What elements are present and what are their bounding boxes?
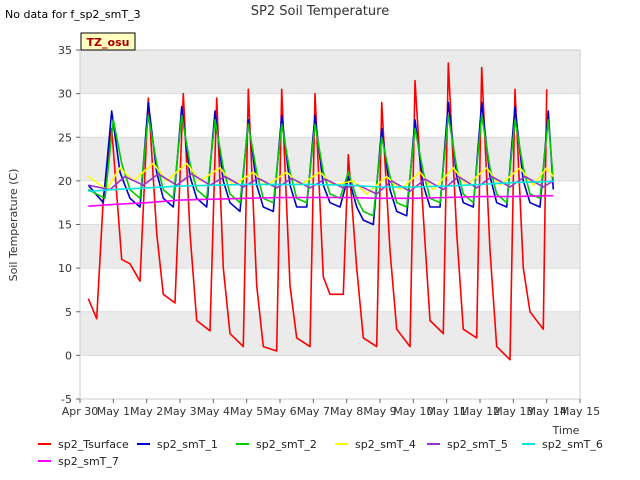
- chart-title: SP2 Soil Temperature: [251, 4, 389, 19]
- x-tick-label: May 4: [197, 405, 230, 418]
- annotation-label: TZ_osu: [87, 36, 130, 49]
- no-data-note: No data for f_sp2_smT_3: [5, 8, 141, 21]
- y-tick-label: 30: [58, 88, 72, 101]
- y-tick-label: 20: [58, 175, 72, 188]
- y-tick-label: 10: [58, 262, 72, 275]
- x-tick-label: May 10: [393, 405, 433, 418]
- grid-band: [80, 50, 580, 94]
- legend-label: sp2_Tsurface: [58, 438, 129, 451]
- x-tick-label: May 12: [460, 405, 500, 418]
- legend-label: sp2_smT_4: [355, 438, 416, 451]
- y-tick-label: 25: [58, 131, 72, 144]
- x-tick-label: May 1: [97, 405, 130, 418]
- series-line-sp2_smT_7: [88, 194, 554, 207]
- x-tick-label: May 8: [330, 405, 363, 418]
- x-tick-label: May 15: [560, 405, 600, 418]
- y-tick-label: 35: [58, 44, 72, 57]
- x-tick-label: May 9: [363, 405, 396, 418]
- annotation-box: [80, 32, 136, 51]
- grid-band: [80, 224, 580, 269]
- y-tick-label: 5: [65, 306, 72, 319]
- y-tick-label: 0: [65, 349, 72, 362]
- legend-label: sp2_smT_6: [542, 438, 603, 451]
- x-tick-label: May 7: [297, 405, 330, 418]
- y-axis-label: Soil Temperature (C): [7, 169, 20, 282]
- x-tick-label: May 6: [263, 405, 296, 418]
- grid-band: [80, 137, 580, 181]
- legend-label: sp2_smT_2: [256, 438, 317, 451]
- series-line-sp2_smT_6: [88, 180, 554, 193]
- y-tick-label: -5: [61, 393, 72, 406]
- x-tick-label: May 2: [130, 405, 163, 418]
- legend-label: sp2_smT_7: [58, 455, 119, 468]
- legend-label: sp2_smT_1: [157, 438, 218, 451]
- x-tick-label: May 3: [163, 405, 196, 418]
- x-tick-label: Apr 30: [62, 405, 99, 418]
- grid-band: [80, 311, 580, 356]
- x-axis-label: Time: [552, 424, 580, 437]
- x-tick-label: May 13: [493, 405, 533, 418]
- x-tick-label: May 5: [230, 405, 263, 418]
- y-tick-label: 15: [58, 219, 72, 232]
- x-tick-label: May 14: [527, 405, 567, 418]
- legend-label: sp2_smT_5: [447, 438, 508, 451]
- x-tick-label: May 11: [427, 405, 467, 418]
